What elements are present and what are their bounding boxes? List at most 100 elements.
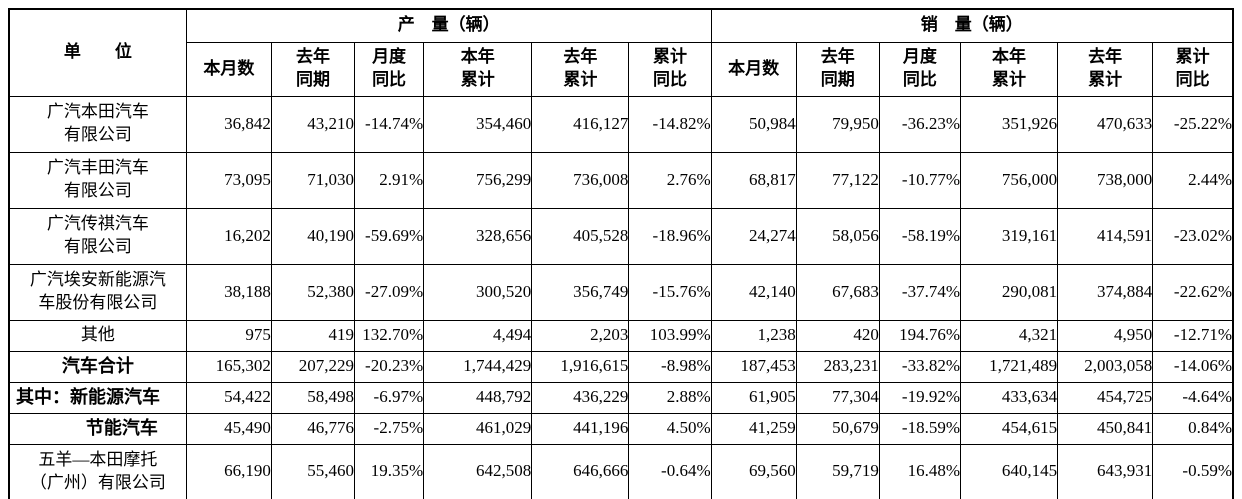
production-value-cell: 975 [185,319,272,352]
production-value-cell: 2.91% [354,151,425,209]
sales-value-cell: 0.84% [1152,412,1234,445]
unit-cell: 广汽传祺汽车 有限公司 [8,207,187,265]
production-value-cell: 416,127 [531,95,630,153]
production-value-cell: 103.99% [628,319,712,352]
table-row: 广汽传祺汽车 有限公司 16,202 40,190 -59.69% 328,656 405… [8,207,1234,265]
production-value-cell: 1,916,615 [531,350,630,383]
header-row-columns: 本月数 去年 同期 月度 同比 本年 累计 去年 累计 累计 同比 本月数 去年… [9,41,1234,97]
prod-col-header-last-ytd: 去年 累计 [531,41,630,97]
production-value-cell: -20.23% [354,350,425,383]
production-value-cell: 36,842 [185,95,272,153]
table-row: 广汽本田汽车 有限公司 36,842 43,210 -14.74% 354,460 416… [8,95,1234,153]
production-value-cell: 43,210 [270,95,356,153]
sales-value-cell: 351,926 [959,95,1059,153]
sales-value-cell: -14.06% [1152,350,1234,383]
sales-value-cell: 319,161 [959,207,1059,265]
production-value-cell: 207,229 [270,350,356,383]
unit-cell: 节能汽车 [8,412,187,445]
table-body: 广汽本田汽车 有限公司 36,842 43,210 -14.74% 354,460 416… [8,95,1234,499]
sales-value-cell: -58.19% [878,207,961,265]
production-value-cell: -18.96% [628,207,712,265]
sales-value-cell: 450,841 [1057,412,1154,445]
table-row: 汽车合计 165,302 207,229 -20.23% 1,744,429 1,916,… [8,350,1234,383]
prod-col-header-monthly-yoy: 月度 同比 [354,41,425,97]
sales-value-cell: 290,081 [959,263,1059,321]
production-value-cell: 71,030 [270,151,356,209]
sales-value-cell: 42,140 [710,263,797,321]
table-row: 其他 975 419 132.70% 4,494 2,203 103.99% 1,238 420… [8,319,1234,352]
production-value-cell: 448,792 [423,381,533,414]
production-value-cell: 2.76% [628,151,712,209]
sales-col-header-ytd: 本年 累计 [959,41,1059,97]
production-value-cell: 646,666 [531,443,630,499]
prod-col-header-ytd: 本年 累计 [423,41,533,97]
sales-value-cell: 738,000 [1057,151,1154,209]
sales-value-cell: 58,056 [795,207,880,265]
production-value-cell: -0.64% [628,443,712,499]
sales-value-cell: 68,817 [710,151,797,209]
sales-value-cell: -4.64% [1152,381,1234,414]
production-value-cell: -14.82% [628,95,712,153]
prod-col-header-last-year-period: 去年 同期 [270,41,356,97]
production-value-cell: 16,202 [185,207,272,265]
sales-value-cell: 4,321 [959,319,1059,352]
sales-value-cell: 77,122 [795,151,880,209]
sales-value-cell: -25.22% [1152,95,1234,153]
production-value-cell: 40,190 [270,207,356,265]
production-value-cell: 58,498 [270,381,356,414]
sales-value-cell: -23.02% [1152,207,1234,265]
production-value-cell: 419 [270,319,356,352]
production-value-cell: 441,196 [531,412,630,445]
unit-cell: 广汽本田汽车 有限公司 [8,95,187,153]
sales-value-cell: 59,719 [795,443,880,499]
production-value-cell: 165,302 [185,350,272,383]
unit-column-header: 单 位 [8,8,187,97]
sales-value-cell: 61,905 [710,381,797,414]
sales-value-cell: -0.59% [1152,443,1234,499]
production-value-cell: 2,203 [531,319,630,352]
sales-value-cell: 756,000 [959,151,1059,209]
sales-value-cell: 470,633 [1057,95,1154,153]
sales-value-cell: 420 [795,319,880,352]
sales-value-cell: 50,984 [710,95,797,153]
production-value-cell: 38,188 [185,263,272,321]
prod-col-header-cumulative-yoy: 累计 同比 [628,41,712,97]
table-row: 五羊—本田摩托 （广州）有限公司 66,190 55,460 19.35% 642,50… [8,443,1234,499]
sales-value-cell: 1,238 [710,319,797,352]
production-value-cell: 66,190 [185,443,272,499]
sales-value-cell: 454,615 [959,412,1059,445]
production-value-cell: 436,229 [531,381,630,414]
sales-value-cell: 433,634 [959,381,1059,414]
sales-value-cell: 640,145 [959,443,1059,499]
sales-value-cell: 194.76% [878,319,961,352]
sales-group-header: 销 量（辆） [710,8,1234,43]
sales-value-cell: 24,274 [710,207,797,265]
sales-value-cell: -22.62% [1152,263,1234,321]
table-row: 广汽丰田汽车 有限公司 73,095 71,030 2.91% 756,299 736,0… [8,151,1234,209]
production-value-cell: 4.50% [628,412,712,445]
unit-cell: 广汽埃安新能源汽 车股份有限公司 [8,263,187,321]
table-row: 节能汽车 45,490 46,776 -2.75% 461,029 441,196 4.50… [8,412,1234,445]
production-value-cell: -14.74% [354,95,425,153]
sales-value-cell: 50,679 [795,412,880,445]
sales-value-cell: 643,931 [1057,443,1154,499]
sales-value-cell: -10.77% [878,151,961,209]
production-value-cell: 1,744,429 [423,350,533,383]
unit-cell: 其他 [8,319,187,352]
sales-value-cell: 1,721,489 [959,350,1059,383]
production-value-cell: 642,508 [423,443,533,499]
production-value-cell: 354,460 [423,95,533,153]
sales-value-cell: 283,231 [795,350,880,383]
sales-value-cell: -12.71% [1152,319,1234,352]
production-value-cell: 736,008 [531,151,630,209]
production-value-cell: 405,528 [531,207,630,265]
production-value-cell: 4,494 [423,319,533,352]
production-sales-table: 单 位 产 量（辆） 销 量（辆） 本月数 去年 同期 月度 同比 本年 累计 … [8,8,1234,499]
sales-value-cell: -19.92% [878,381,961,414]
sales-col-header-cumulative-yoy: 累计 同比 [1152,41,1234,97]
sales-value-cell: -33.82% [878,350,961,383]
production-value-cell: 73,095 [185,151,272,209]
production-value-cell: 756,299 [423,151,533,209]
sales-value-cell: 77,304 [795,381,880,414]
